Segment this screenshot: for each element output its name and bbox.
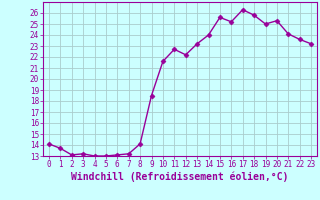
- X-axis label: Windchill (Refroidissement éolien,°C): Windchill (Refroidissement éolien,°C): [71, 172, 289, 182]
